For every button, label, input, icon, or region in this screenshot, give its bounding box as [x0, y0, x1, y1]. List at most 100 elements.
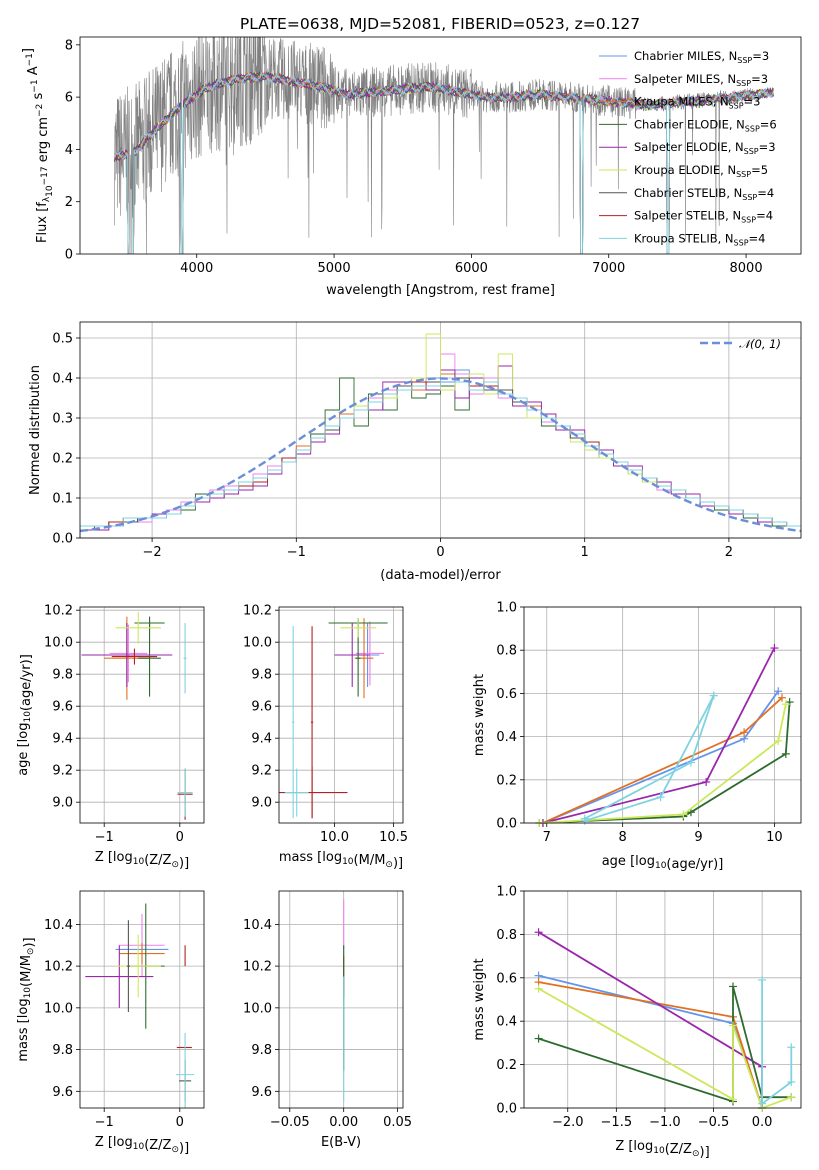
figure-title: PLATE=0638, MJD=52081, FIBERID=0523, z=0… — [240, 15, 640, 33]
y-tick-label: 9.4 — [52, 732, 73, 747]
y-tick-label: 0.6 — [496, 687, 517, 702]
y-tick-label: 0.5 — [52, 332, 73, 347]
y-tick-label: 10.0 — [44, 636, 73, 651]
y-tick-label: 0.0 — [496, 1102, 517, 1117]
y-tick-label: 10.4 — [44, 918, 73, 933]
y-tick-label: 9.8 — [251, 1043, 272, 1058]
weight-series-8 — [761, 980, 793, 1106]
y-tick-label: 10.2 — [243, 604, 272, 619]
x-axis-label: (data-model)/error — [380, 568, 501, 583]
y-tick-label: 1.0 — [496, 885, 517, 900]
x-tick-label: −2.0 — [552, 1115, 584, 1130]
legend-entry: Chabrier MILES, NSSP=3 — [634, 49, 769, 65]
x-tick-label: −1.5 — [601, 1115, 633, 1130]
weight-series-3 — [539, 701, 791, 824]
x-tick-label: 10.0 — [320, 830, 349, 845]
y-tick-label: 9.0 — [52, 796, 73, 811]
y-tick-label: 9.4 — [251, 732, 272, 747]
x-tick-label: −1 — [95, 830, 114, 845]
y-tick-label: 0.3 — [52, 412, 73, 427]
legend: Chabrier MILES, NSSP=3 Salpeter MILES, NS… — [599, 49, 777, 247]
y-tick-label: 0.1 — [52, 492, 73, 507]
axes-weight-vs-Z: −2.0 −1.5 −1.0 −0.5 0.0 0.0 0.2 0.4 0.6 0.8 1.0 Z [… — [472, 885, 802, 1160]
y-axis-label: mass [log10(M/M⊙)] — [16, 937, 37, 1061]
y-tick-label: 0.4 — [496, 1015, 517, 1030]
x-tick-label: 7 — [543, 830, 551, 845]
x-axis-label: E(B-V) — [321, 1135, 361, 1150]
x-tick-label: −1.0 — [649, 1115, 681, 1130]
x-tick-label: 8000 — [730, 261, 763, 276]
axes-frame — [278, 890, 404, 1109]
y-tick-label: 9.6 — [251, 700, 272, 715]
x-axis-label: Z [log10(Z/Z⊙)] — [95, 850, 189, 871]
y-tick-label: 10.0 — [243, 636, 272, 651]
y-tick-label: 4 — [65, 143, 73, 158]
legend-entry: Salpeter ELODIE, NSSP=3 — [634, 140, 776, 156]
x-tick-label: 8 — [619, 830, 627, 845]
y-tick-label: 0 — [65, 248, 73, 263]
x-tick-label: −0.05 — [270, 1115, 310, 1130]
y-tick-label: 9.6 — [52, 700, 73, 715]
y-tick-label: 9.6 — [52, 1085, 73, 1100]
y-tick-label: 6 — [65, 91, 73, 106]
weight-series-0 — [538, 974, 763, 1109]
x-tick-label: 5000 — [318, 261, 351, 276]
x-tick-label: 0.05 — [383, 1115, 412, 1130]
x-tick-label: 4000 — [180, 261, 213, 276]
axes-mass-vs-EBV: −0.05 0.00 0.05 9.6 9.8 10.0 10.2 10.4 E(B-V) — [243, 890, 412, 1150]
x-tick-label: 0 — [176, 830, 184, 845]
axes-frame — [523, 606, 802, 824]
y-tick-label: 10.2 — [44, 960, 73, 975]
x-tick-label: −0.5 — [698, 1115, 730, 1130]
axes-age-vs-mass: 10.0 10.5 9.0 9.2 9.4 9.6 9.8 10.0 10.2 mass [log… — [243, 604, 408, 871]
x-tick-label: 0.00 — [329, 1115, 358, 1130]
y-tick-label: 0.8 — [496, 928, 517, 943]
y-tick-label: 8 — [65, 38, 73, 53]
weight-lines — [535, 644, 794, 827]
x-tick-label: 10 — [766, 830, 783, 845]
x-axis-label: mass [log10(M/M⊙)] — [279, 850, 403, 871]
y-tick-label: 0.6 — [496, 971, 517, 986]
y-tick-label: 10.4 — [243, 918, 272, 933]
axes-frame — [523, 890, 802, 1109]
legend-entry: Chabrier STELIB, NSSP=4 — [634, 186, 774, 202]
x-axis-label: wavelength [Angstrom, rest frame] — [326, 283, 555, 298]
x-tick-label: 0 — [176, 1115, 184, 1130]
axes-frame — [79, 36, 802, 255]
y-axis-label: age [log10(age/yr)] — [16, 654, 34, 776]
y-tick-label: 0.2 — [496, 773, 517, 788]
model-spectrum-6 — [113, 71, 774, 254]
axes-frame — [278, 606, 404, 824]
y-tick-label: 0.0 — [52, 532, 73, 547]
y-tick-label: 9.2 — [251, 764, 272, 779]
y-axis-label: Normed distribution — [28, 365, 43, 495]
y-tick-label: 1.0 — [496, 601, 517, 616]
x-tick-label: 9 — [694, 830, 702, 845]
axes-residuals: −2 −1 0 1 2 0.0 0.1 0.2 0.3 0.4 0.5 (data-model)/er… — [28, 321, 802, 583]
y-tick-label: 2 — [65, 195, 73, 210]
errorbars — [279, 618, 388, 819]
y-tick-label: 0.2 — [52, 452, 73, 467]
spectrum-lines — [113, 37, 774, 254]
legend-entry: 𝒩(0, 1) — [739, 337, 781, 351]
model-spectrum-8 — [113, 71, 774, 254]
y-tick-label: 10.2 — [44, 604, 73, 619]
x-tick-label: 0 — [436, 545, 444, 560]
axes-frame — [79, 606, 205, 824]
y-tick-label: 9.2 — [52, 764, 73, 779]
legend-entry: Kroupa STELIB, NSSP=4 — [634, 231, 765, 247]
y-tick-label: 10.2 — [243, 960, 272, 975]
y-tick-label: 9.6 — [251, 1085, 272, 1100]
y-tick-label: 0.0 — [496, 817, 517, 832]
y-tick-label: 0.8 — [496, 644, 517, 659]
legend-entry: Salpeter MILES, NSSP=3 — [634, 72, 768, 88]
y-tick-label: 0.2 — [496, 1058, 517, 1073]
axes-spectrum: 4000 5000 6000 7000 8000 0 2 4 6 8 wavelength [Ang… — [21, 36, 802, 298]
weight-series-8 — [584, 695, 715, 822]
axes-weight-vs-age: 7 8 9 10 0.0 0.2 0.4 0.6 0.8 1.0 age [log10(age/yr… — [472, 601, 802, 872]
legend-entry: Salpeter STELIB, NSSP=4 — [634, 209, 773, 225]
y-tick-label: 9.8 — [52, 1043, 73, 1058]
x-tick-label: 0.0 — [752, 1115, 773, 1130]
x-axis-label: Z [log10(Z/Z⊙)] — [615, 1139, 709, 1160]
y-axis-label: Flux [fλ10−17 erg cm−2 s−1 A−1] — [21, 48, 55, 243]
